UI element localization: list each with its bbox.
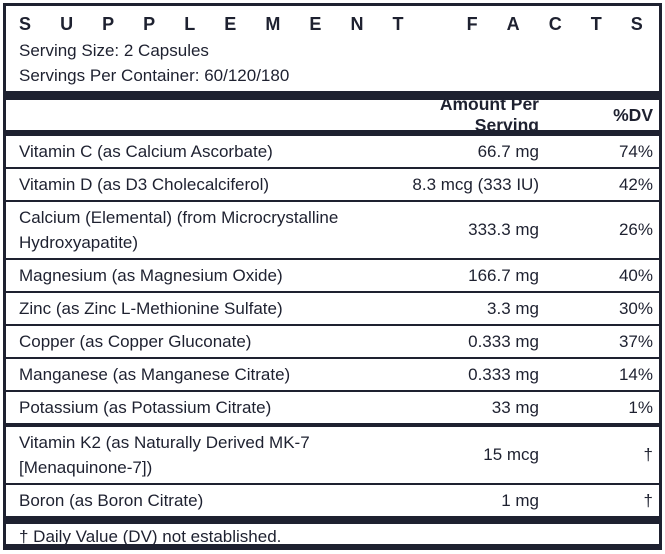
nutrient-dv: 26% [618, 220, 653, 239]
nutrient-dv: † [643, 445, 653, 464]
daily-value-footnote: † Daily Value (DV) not established. [19, 527, 282, 546]
nutrient-name: Vitamin C (as Calcium Ascorbate) [19, 142, 273, 161]
nutrient-amount: 33 mg [491, 397, 539, 417]
table-row: Potassium (as Potassium Citrate) 33 mg 1… [6, 390, 659, 423]
nutrient-rows: Vitamin C (as Calcium Ascorbate) 66.7 mg… [6, 136, 659, 516]
nutrient-amount: 1 mg [501, 490, 539, 510]
nutrient-amount: 66.7 mg [477, 141, 539, 161]
table-row: Zinc (as Zinc L-Methionine Sulfate) 3.3 … [6, 291, 659, 324]
separator-bar-top [6, 91, 659, 100]
nutrient-name: Vitamin K2 (as Naturally Derived MK-7 [M… [19, 433, 310, 477]
nutrient-dv: 40% [618, 265, 653, 285]
nutrient-amount: 0.333 mg [468, 364, 539, 384]
table-row: Vitamin C (as Calcium Ascorbate) 66.7 mg… [6, 136, 659, 167]
nutrient-name: Copper (as Copper Gluconate) [19, 332, 252, 351]
serving-size-text: Serving Size: 2 Capsules [19, 40, 209, 60]
nutrient-amount: 333.3 mg [468, 220, 539, 239]
table-row: Vitamin D (as D3 Cholecalciferol) 8.3 mc… [6, 167, 659, 200]
nutrient-name: Magnesium (as Magnesium Oxide) [19, 266, 283, 285]
separator-bar-footnote [6, 516, 659, 524]
nutrient-amount: 0.333 mg [468, 331, 539, 351]
nutrient-dv: 14% [618, 364, 653, 384]
nutrient-name: Zinc (as Zinc L-Methionine Sulfate) [19, 299, 283, 318]
nutrient-amount: 3.3 mg [487, 298, 539, 318]
nutrient-dv: 30% [618, 298, 653, 318]
servings-per-container-text: Servings Per Container: 60/120/180 [19, 65, 290, 85]
nutrient-dv: 37% [618, 331, 653, 351]
table-row: Vitamin K2 (as Naturally Derived MK-7 [M… [6, 423, 659, 483]
nutrient-name: Vitamin D (as D3 Cholecalciferol) [19, 175, 270, 194]
nutrient-name: Potassium (as Potassium Citrate) [19, 398, 272, 417]
percent-dv-header: %DV [613, 104, 653, 125]
nutrient-dv: † [643, 490, 653, 510]
nutrient-name: Boron (as Boron Citrate) [19, 491, 204, 510]
nutrient-dv: 42% [618, 174, 653, 194]
table-row: Calcium (Elemental) (from Microcrystalli… [6, 200, 659, 258]
nutrient-name: Calcium (Elemental) (from Microcrystalli… [19, 208, 339, 252]
nutrient-amount: 166.7 mg [468, 265, 539, 285]
table-row: Magnesium (as Magnesium Oxide) 166.7 mg … [6, 258, 659, 291]
separator-bar-header [6, 130, 659, 136]
nutrient-name: Manganese (as Manganese Citrate) [19, 365, 291, 384]
table-header-row: Amount Per Serving %DV [6, 94, 659, 135]
nutrient-amount: 8.3 mcg (333 IU) [412, 174, 539, 194]
nutrient-dv: 74% [618, 141, 653, 161]
nutrient-dv: 1% [628, 397, 653, 417]
table-row: Copper (as Copper Gluconate) 0.333 mg 37… [6, 324, 659, 357]
table-row: Manganese (as Manganese Citrate) 0.333 m… [6, 357, 659, 390]
nutrient-amount: 15 mcg [483, 445, 539, 464]
table-row: Boron (as Boron Citrate) 1 mg † [6, 483, 659, 516]
